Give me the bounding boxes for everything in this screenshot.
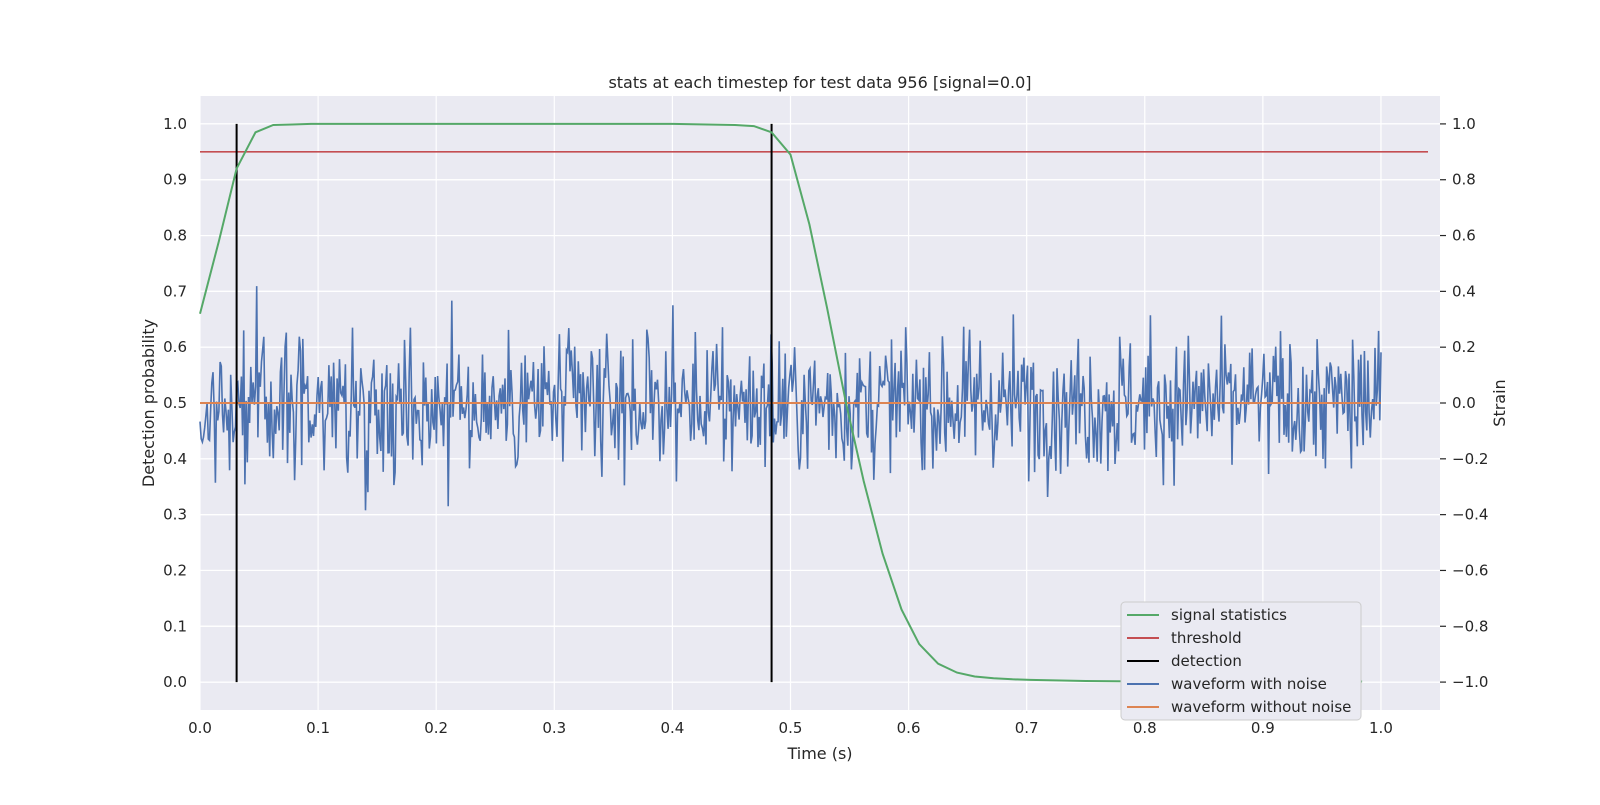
y-right-tick-label: −0.2 [1452,450,1488,468]
legend-box [1120,601,1362,721]
series-layer [199,122,1428,683]
x-tick-label: 0.0 [188,719,212,737]
x-tick-label: 0.5 [779,719,803,737]
series-waveform-with-noise [199,286,1382,511]
y-tick-label: 0.7 [163,282,187,300]
y-tick-label: 0.3 [163,506,187,524]
y-tick-label: 0.1 [163,617,187,635]
y-right-tick-label: −1.0 [1452,673,1488,691]
y-tick-label: 0.2 [163,561,187,579]
x-tick-label: 1.0 [1369,719,1393,737]
legend-label-signal-statistics: signal statistics [1171,606,1287,624]
y-right-tick-label: −0.6 [1452,561,1488,579]
y-right-tick-label: −0.4 [1452,506,1488,524]
y-tick-label: 0.0 [163,673,187,691]
y-axis-label: Detection probability [139,319,158,487]
y-right-tick-label: 0.4 [1452,282,1476,300]
y-right-tick-label: 0.0 [1452,394,1476,412]
x-tick-label: 0.9 [1251,719,1275,737]
y-right-tick-label: 0.2 [1452,338,1476,356]
y-tick-label: 0.4 [163,450,187,468]
x-tick-label: 0.3 [542,719,566,737]
x-tick-label: 0.6 [897,719,921,737]
legend-label-threshold: threshold [1171,629,1242,647]
x-tick-label: 0.4 [660,719,684,737]
series-signal-statistics [199,122,1363,683]
x-tick-label: 0.8 [1133,719,1157,737]
y-right-tick-label: 0.6 [1452,227,1476,245]
y-tick-label: 0.5 [163,394,187,412]
x-tick-label: 0.2 [424,719,448,737]
legend-label-waveform-with-noise: waveform with noise [1171,675,1327,693]
y-tick-label: 0.9 [163,171,187,189]
x-axis-label: Time (s) [786,744,852,763]
legend: signal statistics threshold detection wa… [1120,601,1362,721]
chart-title: stats at each timestep for test data 956… [608,73,1031,92]
x-tick-label: 0.1 [306,719,330,737]
y-right-tick-label: 0.8 [1452,171,1476,189]
tick-layer: 0.0 0.1 0.2 0.3 0.4 0.5 0.6 0.7 0.8 0.9 1.0 0.0 0.1 0… [163,115,1488,737]
legend-label-detection: detection [1171,652,1242,670]
y-tick-label: 1.0 [163,115,187,133]
y-right-tick-label: 1.0 [1452,115,1476,133]
x-tick-label: 0.7 [1015,719,1039,737]
legend-label-waveform-without-noise: waveform without noise [1171,698,1351,716]
y-right-tick-label: −0.8 [1452,617,1488,635]
y-tick-label: 0.6 [163,338,187,356]
y-axis-right-label: Strain [1490,379,1509,426]
y-tick-label: 0.8 [163,227,187,245]
